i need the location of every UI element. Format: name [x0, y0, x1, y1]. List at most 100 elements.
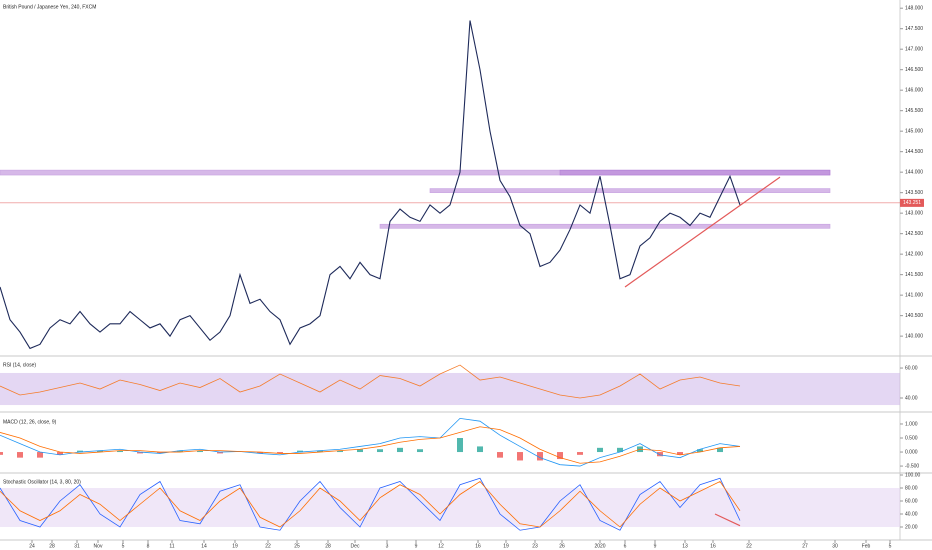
macd-line — [0, 426, 741, 464]
histogram-bar — [497, 452, 503, 458]
y-tick-label: -0.500 — [905, 463, 919, 469]
y-tick-label: 0.500 — [905, 435, 918, 441]
histogram-bar — [277, 452, 283, 454]
x-tick-label: 25 — [294, 543, 300, 549]
histogram-bar — [517, 452, 523, 461]
histogram-bar — [77, 450, 83, 453]
histogram-bar — [257, 452, 263, 454]
x-tick-label: 26 — [559, 543, 565, 549]
trendline — [624, 176, 781, 288]
y-tick-label: 143.500 — [905, 190, 923, 196]
last-price-label: 143.251 — [903, 200, 921, 206]
histogram-bar — [337, 450, 343, 453]
x-tick-label: 12 — [438, 543, 444, 549]
band — [0, 372, 900, 406]
histogram-bar — [677, 452, 683, 455]
y-tick-label: 145.000 — [905, 129, 923, 135]
y-tick-label: 140.000 — [905, 333, 923, 339]
x-tick-label: 14 — [201, 543, 207, 549]
histogram-bar — [57, 452, 63, 455]
y-tick-label: 143.000 — [905, 210, 923, 216]
histogram-bar — [697, 449, 703, 453]
x-tick-label: 16 — [475, 543, 481, 549]
y-tick-label: 40.00 — [905, 511, 918, 517]
y-tick-label: 140.500 — [905, 313, 923, 319]
y-tick-label: 142.500 — [905, 231, 923, 237]
y-tick-label: 147.000 — [905, 47, 923, 53]
x-tick-label: 31 — [74, 543, 80, 549]
histogram-bar — [457, 438, 463, 453]
x-tick-label: 19 — [232, 543, 238, 549]
panel-title: Stochastic Oscillator (14, 3, 80, 20) — [3, 479, 81, 485]
y-tick-label: 80.00 — [905, 485, 918, 491]
histogram-bar — [217, 452, 223, 454]
x-tick-label: 3 — [386, 543, 389, 549]
x-tick-label: 27 — [802, 543, 808, 549]
x-tick-label: 6 — [624, 543, 627, 549]
x-tick-label: 22 — [265, 543, 271, 549]
x-tick-label: 5 — [889, 543, 892, 549]
histogram-bar — [37, 452, 43, 458]
zone — [429, 188, 831, 193]
x-tick-label: 24 — [29, 543, 35, 549]
histogram-bar — [0, 452, 3, 455]
x-tick-label: Nov — [94, 543, 103, 549]
x-tick-label: 23 — [532, 543, 538, 549]
x-tick-label: 5 — [122, 543, 125, 549]
y-tick-label: 144.000 — [905, 169, 923, 175]
x-tick-label: 13 — [682, 543, 688, 549]
panel-title: MACD (12, 26, close, 9) — [3, 419, 57, 425]
histogram-bar — [17, 452, 23, 458]
histogram-bar — [537, 452, 543, 461]
y-tick-label: 146.500 — [905, 67, 923, 73]
stoch-line — [0, 477, 741, 531]
y-tick-label: 141.000 — [905, 292, 923, 298]
y-tick-label: 144.500 — [905, 149, 923, 155]
y-tick-label: 148.000 — [905, 6, 923, 12]
histogram-bar — [577, 452, 583, 455]
histogram-bar — [377, 449, 383, 453]
histogram-bar — [357, 449, 363, 453]
histogram-bar — [557, 452, 563, 460]
x-tick-label: 9 — [654, 543, 657, 549]
x-tick-label: 11 — [169, 543, 174, 549]
y-tick-label: 0.000 — [905, 449, 918, 455]
histogram-bar — [117, 450, 123, 453]
price-line — [0, 20, 741, 350]
y-tick-label: 60.00 — [905, 365, 918, 371]
histogram-bar — [157, 452, 163, 454]
y-tick-label: 100.00 — [905, 472, 921, 478]
x-tick-label: 16 — [710, 543, 716, 549]
x-tick-label: 22 — [746, 543, 752, 549]
y-tick-label: 141.500 — [905, 272, 923, 278]
last-price-box — [900, 198, 924, 207]
y-tick-label: 40.00 — [905, 395, 918, 401]
y-tick-label: 1.000 — [905, 421, 918, 427]
histogram-bar — [297, 450, 303, 453]
histogram-bar — [397, 447, 403, 453]
x-tick-label: 2020 — [594, 543, 605, 549]
y-tick-label: 147.500 — [905, 26, 923, 32]
histogram-bar — [717, 447, 723, 453]
histogram-bar — [597, 447, 603, 453]
stoch-line — [0, 480, 741, 528]
rsi-line — [0, 364, 741, 399]
y-tick-label: 60.00 — [905, 498, 918, 504]
y-tick-label: 145.500 — [905, 108, 923, 114]
trendline — [714, 513, 741, 527]
histogram-bar — [617, 447, 623, 453]
zone — [559, 169, 831, 176]
x-tick-label: 8 — [147, 543, 150, 549]
histogram-bar — [97, 450, 103, 453]
panel-title: British Pound / Japanese Yen, 240, FXCM — [3, 4, 96, 10]
histogram-bar — [177, 450, 183, 453]
y-tick-label: 146.000 — [905, 88, 923, 94]
zone — [379, 223, 831, 229]
macd-line — [0, 417, 741, 467]
histogram-bar — [317, 450, 323, 453]
histogram-bar — [477, 446, 483, 453]
x-tick-label: 28 — [49, 543, 55, 549]
x-tick-label: Feb — [862, 543, 871, 549]
